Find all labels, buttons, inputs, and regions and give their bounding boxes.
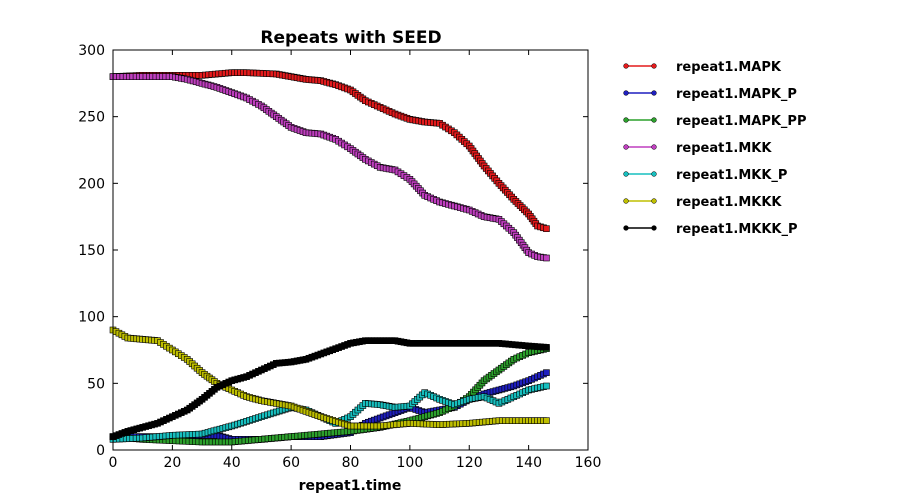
legend-marker (623, 63, 629, 69)
y-tick-label: 150 (78, 243, 105, 259)
series-repeat1-mapk (109, 69, 550, 232)
y-axis: 0 50 100 150 200 250 300 (78, 43, 588, 459)
y-tick-label: 50 (87, 376, 105, 392)
legend-marker (651, 117, 657, 123)
series-line (112, 71, 547, 230)
legend-label: repeat1.MKK (676, 141, 772, 156)
legend-marker (651, 198, 657, 204)
x-tick-label: 0 (109, 455, 118, 471)
legend-marker (623, 144, 629, 150)
legend-marker (651, 225, 657, 231)
legend-label: repeat1.MKKK (676, 195, 782, 210)
x-tick-label: 20 (163, 455, 181, 471)
legend-marker (623, 198, 629, 204)
legend-marker (623, 90, 629, 96)
data-point (543, 369, 550, 376)
y-tick-label: 0 (96, 443, 105, 459)
y-tick-label: 250 (78, 110, 105, 126)
y-tick-label: 200 (78, 176, 105, 192)
x-tick-label: 40 (223, 455, 241, 471)
legend-marker (651, 171, 657, 177)
legend-item: repeat1.MKK_P (623, 168, 787, 183)
data-point (543, 254, 550, 262)
series-repeat1-mkk (109, 73, 550, 262)
legend-item: repeat1.MAPK (623, 60, 782, 75)
legend-item: repeat1.MKKK (623, 195, 782, 210)
x-tick-label: 160 (575, 455, 602, 471)
data-point (543, 344, 550, 351)
series-repeat1-mkk_p (109, 382, 550, 443)
x-tick-label: 140 (515, 455, 542, 471)
series-repeat1-mkkk (109, 326, 550, 430)
chart-title: Repeats with SEED (260, 28, 441, 48)
legend-label: repeat1.MKK_P (676, 168, 787, 183)
x-axis: 0 20 40 60 80 100 120 140 160 (109, 50, 602, 471)
legend-item: repeat1.MKKK_P (623, 222, 798, 237)
legend-label: repeat1.MAPK_PP (676, 114, 806, 129)
legend-item: repeat1.MAPK_PP (623, 114, 806, 129)
legend-marker (623, 171, 629, 177)
legend-label: repeat1.MAPK_P (676, 87, 797, 102)
x-tick-label: 80 (342, 455, 360, 471)
legend-marker (651, 63, 657, 69)
series-repeat1-mkkk_p (109, 337, 550, 440)
legend-label: repeat1.MAPK (676, 60, 782, 75)
legend-marker (651, 90, 657, 96)
y-tick-label: 100 (78, 310, 105, 326)
x-tick-label: 100 (397, 455, 424, 471)
legend-marker (623, 117, 629, 123)
data-point (543, 225, 550, 232)
legend-marker (623, 225, 629, 231)
legend-marker (651, 144, 657, 150)
plot-area (109, 69, 550, 446)
data-point (543, 417, 550, 424)
legend-item: repeat1.MKK (623, 141, 772, 156)
legend: repeat1.MAPK repeat1.MAPK_P repeat1.MAPK_P… (623, 60, 806, 237)
plot-frame (112, 49, 589, 451)
x-tick-label: 60 (282, 455, 300, 471)
y-tick-label: 300 (78, 43, 105, 59)
x-tick-label: 120 (456, 455, 483, 471)
x-axis-label: repeat1.time (299, 478, 402, 494)
legend-label: repeat1.MKKK_P (676, 222, 798, 237)
data-point (543, 382, 550, 390)
legend-item: repeat1.MAPK_P (623, 87, 797, 102)
